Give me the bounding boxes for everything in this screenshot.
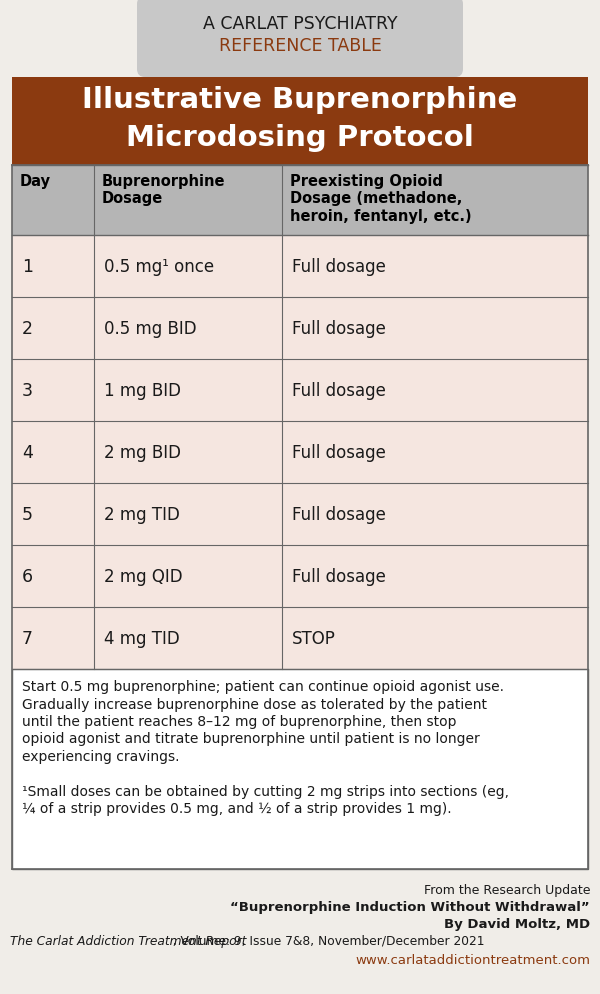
Text: Full dosage: Full dosage: [292, 506, 386, 524]
Text: Day: Day: [20, 174, 51, 189]
Bar: [12, 360, 588, 421]
Text: 0.5 mg BID: 0.5 mg BID: [104, 320, 197, 338]
Text: Start 0.5 mg buprenorphine; patient can continue opioid agonist use.: Start 0.5 mg buprenorphine; patient can …: [22, 679, 504, 693]
Text: , Volume: 9, Issue 7&8, November/December 2021: , Volume: 9, Issue 7&8, November/Decembe…: [10, 934, 485, 947]
Text: From the Research Update: From the Research Update: [424, 883, 590, 897]
Bar: [12, 166, 588, 236]
Text: Full dosage: Full dosage: [292, 382, 386, 400]
Text: until the patient reaches 8–12 mg of buprenorphine, then stop: until the patient reaches 8–12 mg of bup…: [22, 715, 457, 729]
Text: 2 mg QID: 2 mg QID: [104, 568, 182, 585]
Text: Full dosage: Full dosage: [292, 257, 386, 275]
Bar: [12, 483, 588, 546]
Text: 2 mg BID: 2 mg BID: [104, 443, 181, 461]
Text: 4: 4: [22, 443, 33, 461]
Text: 2 mg TID: 2 mg TID: [104, 506, 180, 524]
Bar: [12, 421, 588, 483]
Text: Illustrative Buprenorphine: Illustrative Buprenorphine: [82, 85, 518, 114]
FancyBboxPatch shape: [137, 0, 463, 78]
Text: 6: 6: [22, 568, 33, 585]
Text: 1: 1: [22, 257, 33, 275]
Text: www.carlataddictiontreatment.com: www.carlataddictiontreatment.com: [355, 953, 590, 966]
Text: 1 mg BID: 1 mg BID: [104, 382, 181, 400]
Text: 7: 7: [22, 629, 33, 647]
Text: Buprenorphine
Dosage: Buprenorphine Dosage: [102, 174, 226, 206]
Bar: [12, 297, 588, 360]
Text: ¹Small doses can be obtained by cutting 2 mg strips into sections (eg,: ¹Small doses can be obtained by cutting …: [22, 784, 509, 798]
Text: Full dosage: Full dosage: [292, 443, 386, 461]
Text: 3: 3: [22, 382, 33, 400]
Text: A CARLAT PSYCHIATRY: A CARLAT PSYCHIATRY: [203, 15, 397, 33]
Text: REFERENCE TABLE: REFERENCE TABLE: [218, 37, 382, 55]
Text: ¼ of a strip provides 0.5 mg, and ½ of a strip provides 1 mg).: ¼ of a strip provides 0.5 mg, and ½ of a…: [22, 802, 452, 816]
Bar: [12, 166, 588, 765]
Bar: [12, 546, 588, 607]
Text: 4 mg TID: 4 mg TID: [104, 629, 180, 647]
Text: Preexisting Opioid
Dosage (methadone,
heroin, fentanyl, etc.): Preexisting Opioid Dosage (methadone, he…: [290, 174, 472, 224]
Text: STOP: STOP: [292, 629, 336, 647]
Bar: [12, 78, 588, 166]
Text: By David Moltz, MD: By David Moltz, MD: [444, 917, 590, 930]
Text: opioid agonist and titrate buprenorphine until patient is no longer: opioid agonist and titrate buprenorphine…: [22, 732, 480, 746]
Bar: [12, 236, 588, 297]
Text: 2: 2: [22, 320, 33, 338]
Text: Microdosing Protocol: Microdosing Protocol: [126, 124, 474, 152]
Text: experiencing cravings.: experiencing cravings.: [22, 749, 179, 763]
Text: 0.5 mg¹ once: 0.5 mg¹ once: [104, 257, 214, 275]
Text: Gradually increase buprenorphine dose as tolerated by the patient: Gradually increase buprenorphine dose as…: [22, 697, 487, 711]
Text: Full dosage: Full dosage: [292, 568, 386, 585]
Text: The Carlat Addiction Treatment Report: The Carlat Addiction Treatment Report: [10, 934, 247, 947]
Bar: [12, 669, 588, 869]
Text: Full dosage: Full dosage: [292, 320, 386, 338]
Text: 5: 5: [22, 506, 33, 524]
Bar: [12, 607, 588, 669]
Text: “Buprenorphine Induction Without Withdrawal”: “Buprenorphine Induction Without Withdra…: [230, 901, 590, 913]
